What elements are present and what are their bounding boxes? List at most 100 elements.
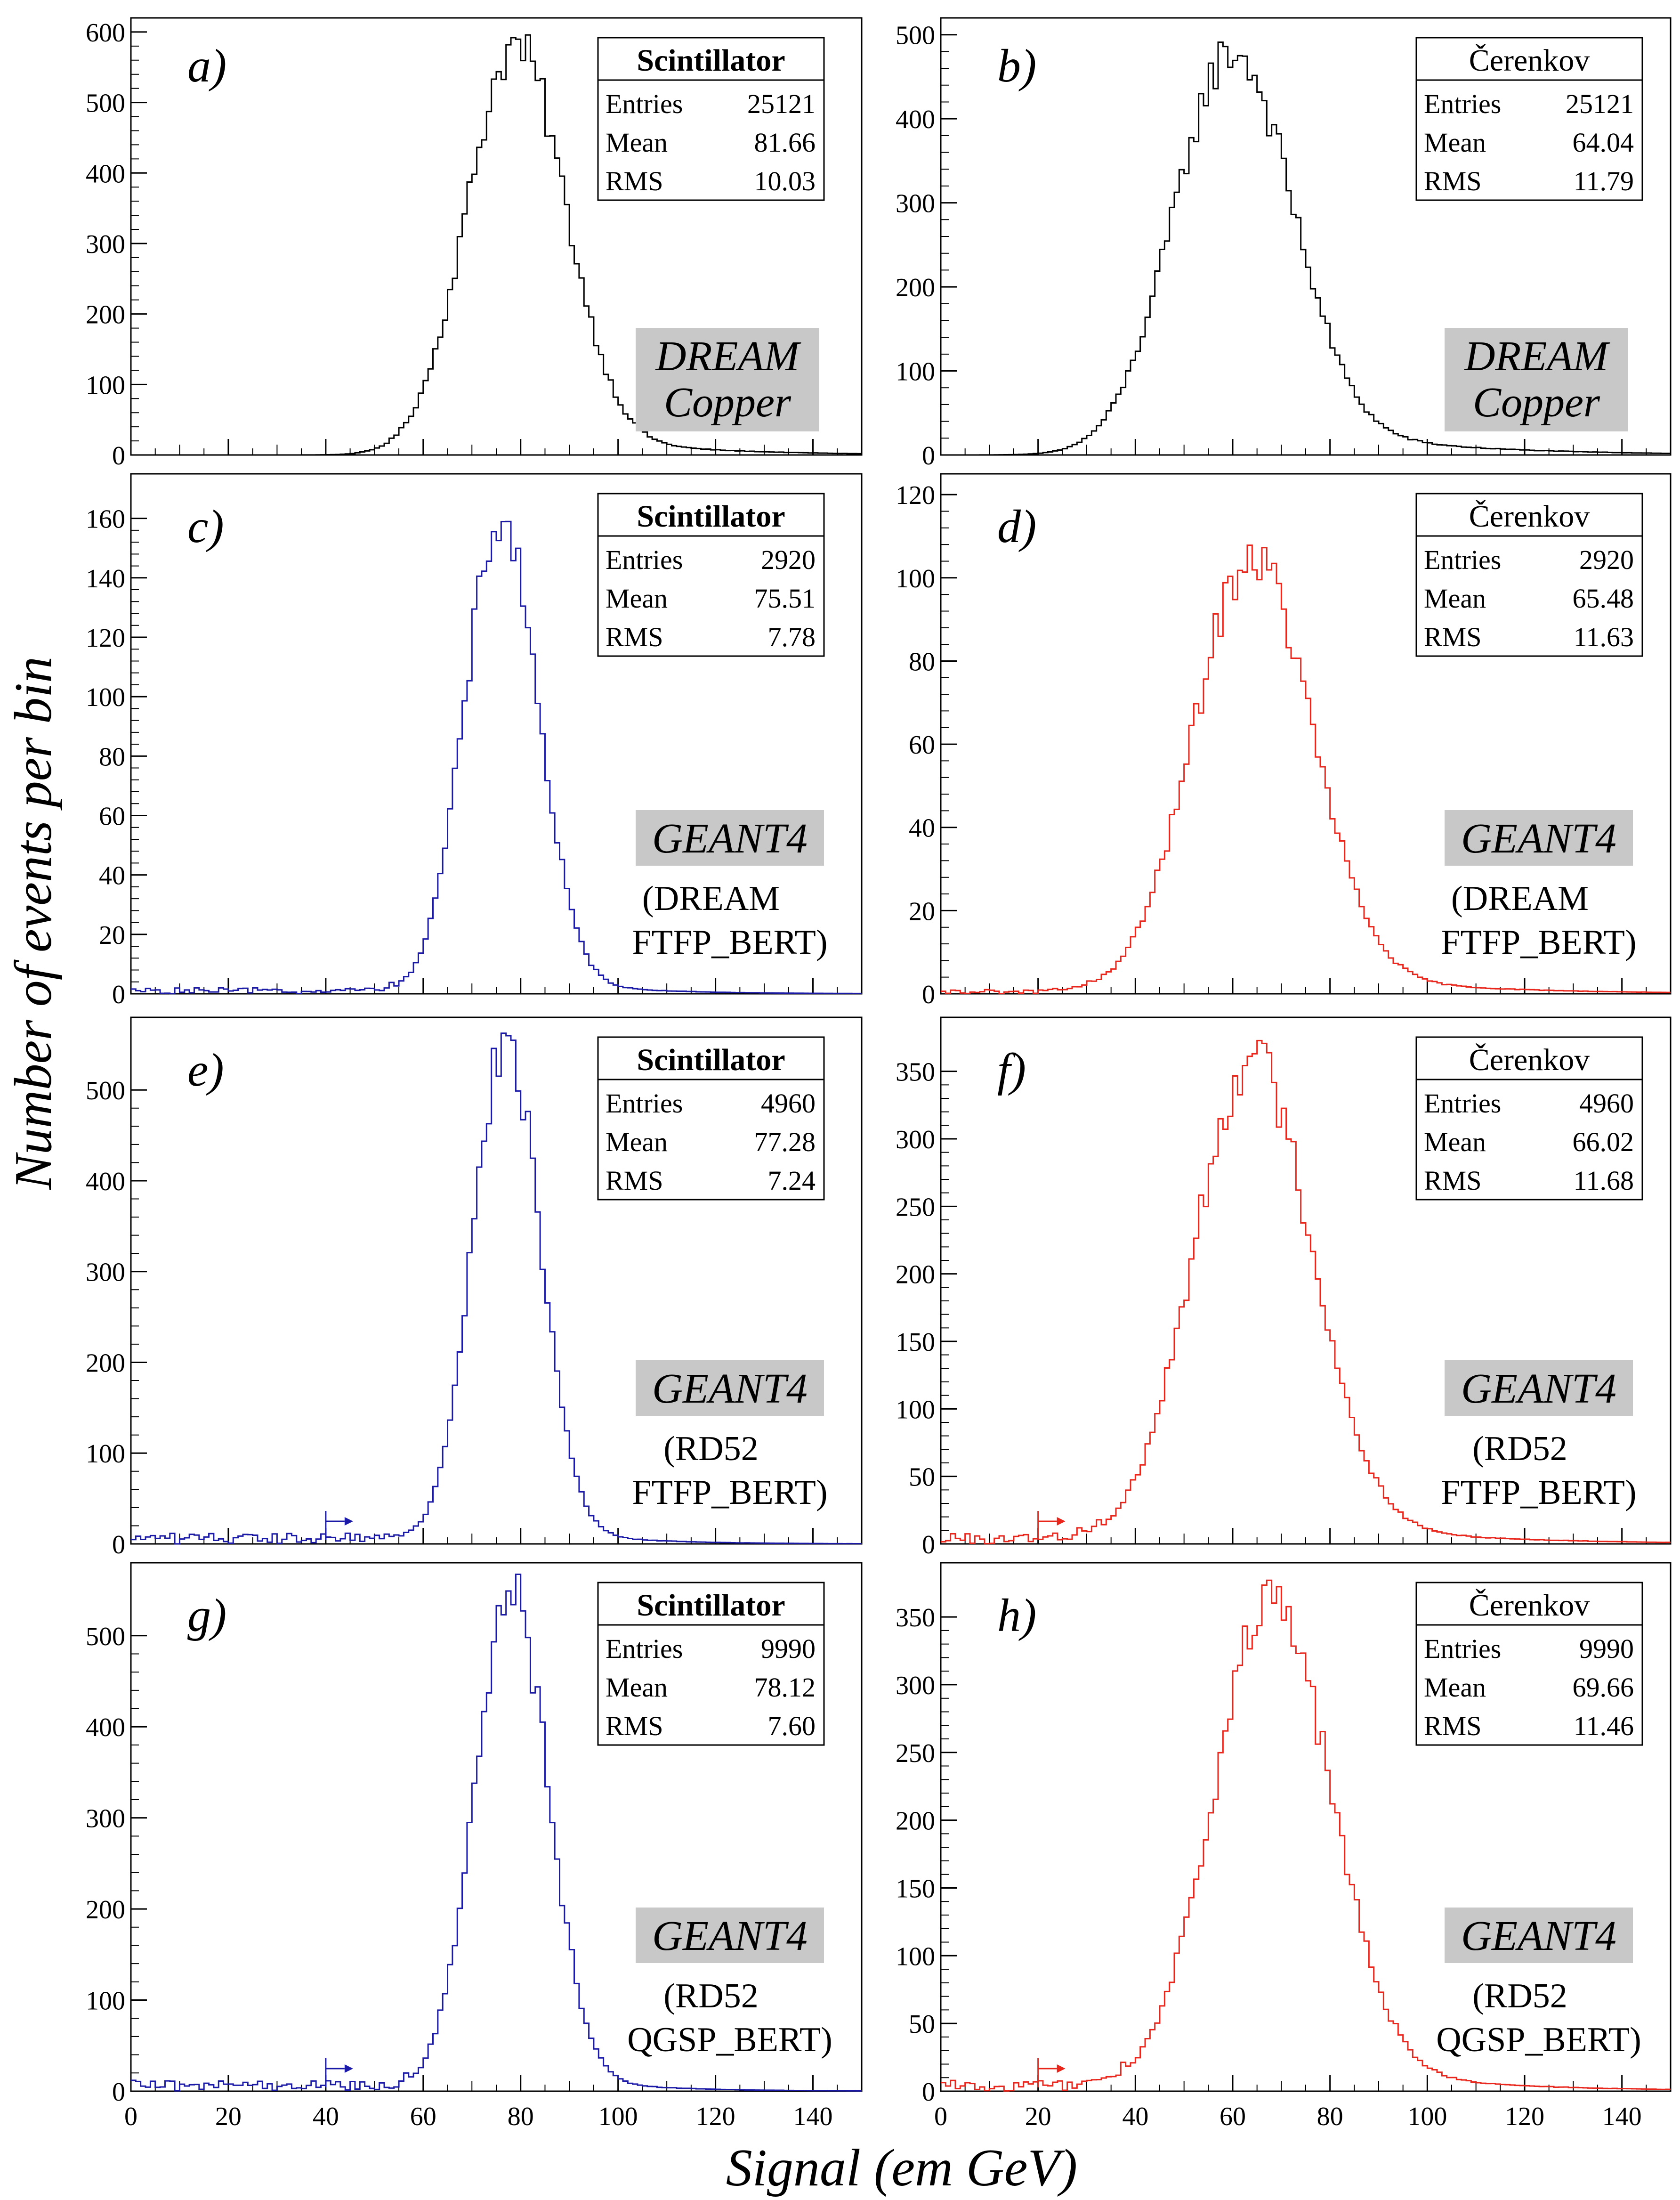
- y-tick-label: 100: [86, 371, 125, 400]
- chart-panel-c: 0 20 40 60 80 100 120 140 160 c) Scintillator Entri…: [86, 473, 863, 1009]
- stats-key: Entries: [606, 544, 683, 575]
- y-tick-label: 50: [909, 1463, 935, 1492]
- y-tick-label: 350: [896, 1603, 935, 1632]
- detector-label: DREAM: [655, 333, 802, 380]
- x-tick-label: 60: [1220, 2102, 1246, 2131]
- y-tick-label: 100: [86, 1987, 125, 2016]
- stats-title: Čerenkov: [1469, 499, 1590, 534]
- stats-value: 65.48: [1573, 583, 1634, 614]
- y-tick-label: 200: [86, 1348, 125, 1378]
- y-tick-label: 200: [896, 1260, 935, 1290]
- x-tick-label: 0: [934, 2102, 947, 2131]
- label-shade: [636, 1360, 824, 1416]
- stats-value: 77.28: [754, 1127, 816, 1157]
- stats-key: Entries: [1424, 1633, 1501, 1664]
- y-tick-label: 40: [909, 814, 935, 843]
- panel-label: a): [187, 40, 226, 92]
- model-label: FTFP_BERT): [1441, 923, 1637, 962]
- stats-box: [1415, 1036, 1643, 1201]
- stats-title: Scintillator: [637, 1588, 785, 1623]
- label-shade: [636, 328, 819, 431]
- stats-box: [1415, 37, 1643, 201]
- y-tick-label: 150: [896, 1874, 935, 1903]
- y-axis-label: Number of events per bin: [4, 657, 63, 1190]
- y-tick-label: 600: [86, 18, 125, 48]
- y-tick-label: 300: [86, 230, 125, 259]
- detector-label: Copper: [664, 379, 792, 426]
- stats-key: RMS: [1424, 1165, 1482, 1196]
- stats-key: Mean: [606, 127, 668, 158]
- simulation-label: GEANT4: [1461, 1913, 1616, 1959]
- stats-title: Scintillator: [637, 1043, 785, 1077]
- histogram-series: [131, 520, 862, 995]
- simulation-label: GEANT4: [652, 1913, 808, 1959]
- chart-panel-f: 0 50 100 150 200 250 300 350 f) Čerenkov Entries 49…: [896, 1016, 1672, 1559]
- x-tick-label: 120: [696, 2102, 735, 2131]
- stats-box: [1415, 1582, 1643, 1746]
- x-axis-label: Signal (em GeV): [726, 2139, 1077, 2197]
- stats-value: 7.78: [768, 622, 816, 652]
- x-tick-label: 80: [1317, 2102, 1343, 2131]
- y-tick-label: 300: [86, 1804, 125, 1834]
- y-tick-label: 400: [86, 1167, 125, 1196]
- y-tick-label: 300: [896, 1671, 935, 1700]
- histogram-series: [941, 41, 1671, 456]
- chart-panel-b: 0 100 200 300 400 500 b) Čerenkov Entries 25121 Me…: [896, 17, 1672, 471]
- stats-box: [597, 493, 825, 657]
- model-label: QGSP_BERT): [627, 2021, 832, 2059]
- threshold-arrow-head: [344, 2064, 353, 2073]
- stats-value: 2920: [761, 544, 816, 575]
- stats-key: Mean: [606, 1672, 668, 1703]
- y-tick-label: 120: [896, 481, 935, 510]
- y-tick-label: 200: [86, 300, 125, 330]
- stats-value: 64.04: [1573, 127, 1634, 158]
- y-tick-label: 0: [922, 441, 935, 471]
- y-tick-label: 0: [112, 441, 125, 471]
- stats-key: Entries: [606, 1088, 683, 1119]
- stats-key: Entries: [606, 1633, 683, 1664]
- y-tick-label: 500: [86, 1622, 125, 1651]
- stats-value: 11.63: [1574, 622, 1634, 652]
- simulation-label: GEANT4: [1461, 815, 1616, 862]
- stats-title: Čerenkov: [1469, 1588, 1590, 1623]
- stats-key: RMS: [1424, 622, 1482, 652]
- y-tick-label: 40: [99, 861, 125, 891]
- x-tick-label: 120: [1505, 2102, 1544, 2131]
- y-tick-label: 80: [99, 742, 125, 771]
- label-shade: [1445, 1360, 1633, 1416]
- y-tick-label: 0: [112, 2078, 125, 2107]
- label-shade: [1445, 810, 1633, 866]
- y-tick-label: 200: [896, 273, 935, 302]
- y-tick-label: 500: [86, 1076, 125, 1105]
- y-tick-label: 400: [86, 1713, 125, 1742]
- model-label: FTFP_BERT): [632, 1473, 828, 1512]
- stats-key: Mean: [606, 1127, 668, 1157]
- stats-key: Mean: [1424, 583, 1486, 614]
- stats-key: RMS: [606, 1711, 663, 1741]
- model-label: QGSP_BERT): [1436, 2021, 1641, 2059]
- y-tick-label: 100: [896, 1942, 935, 1971]
- model-label: (RD52: [663, 1977, 758, 2015]
- stats-key: RMS: [606, 1165, 663, 1196]
- stats-value: 9990: [1579, 1633, 1634, 1664]
- stats-title: Čerenkov: [1469, 1043, 1590, 1077]
- panel-label: f): [997, 1044, 1026, 1096]
- model-label: (DREAM: [642, 879, 780, 918]
- panel-label: e): [187, 1044, 224, 1096]
- stats-title: Scintillator: [637, 499, 785, 534]
- stats-box: [597, 1582, 825, 1746]
- histogram-series: [941, 1039, 1671, 1544]
- x-tick-label: 0: [124, 2102, 137, 2131]
- label-shade: [1445, 328, 1628, 431]
- y-tick-label: 50: [909, 2010, 935, 2039]
- y-tick-label: 0: [112, 980, 125, 1009]
- y-tick-label: 80: [909, 647, 935, 676]
- y-tick-label: 0: [922, 2078, 935, 2107]
- stats-value: 66.02: [1573, 1127, 1634, 1157]
- detector-label: DREAM: [1464, 333, 1611, 380]
- y-tick-label: 20: [99, 921, 125, 950]
- stats-key: RMS: [1424, 166, 1482, 196]
- x-tick-label: 20: [215, 2102, 242, 2131]
- model-label: (DREAM: [1451, 879, 1589, 918]
- panel-label: c): [187, 500, 224, 552]
